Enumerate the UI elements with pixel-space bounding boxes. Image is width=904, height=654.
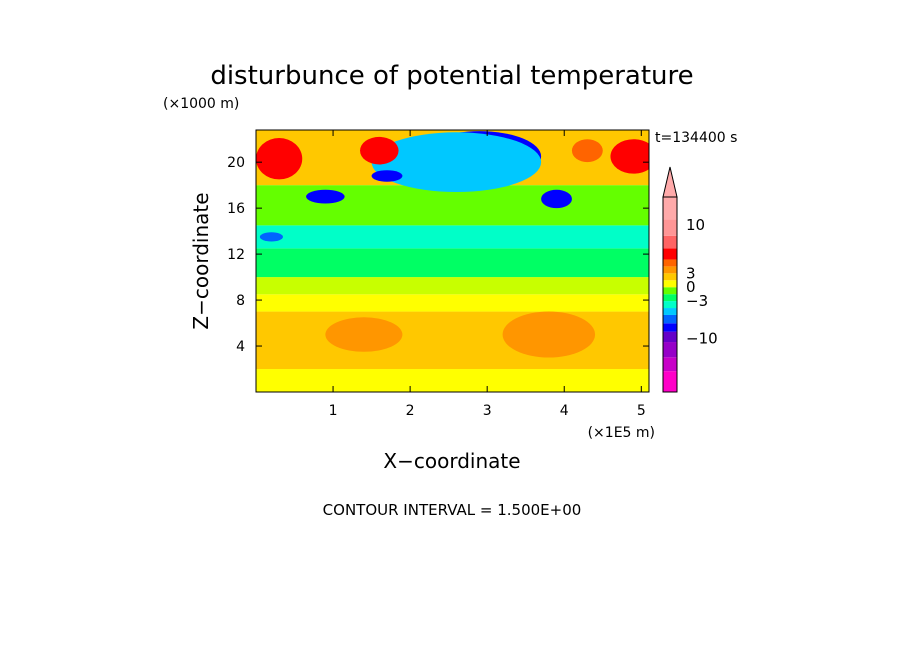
time-label: t=134400 s: [655, 130, 737, 146]
contour-field: [256, 130, 649, 392]
colorbar-extend-arrow: [662, 166, 678, 198]
colorbar-tick-label: 10: [686, 216, 705, 234]
y-axis-ticks: 4 8 12 16 20: [227, 155, 649, 355]
colorbar-swatch: [663, 301, 677, 309]
colorbar-swatch: [663, 287, 677, 295]
y-tick-label: 12: [227, 247, 245, 263]
contour-band: [256, 277, 649, 295]
colorbar-swatch: [663, 331, 677, 343]
contour-region: [371, 170, 403, 182]
x-tick-label: 5: [637, 403, 646, 419]
colorbar-swatch: [663, 219, 677, 236]
colorbar-swatch: [663, 273, 677, 281]
colorbar-swatch: [663, 294, 677, 302]
y-tick-label: 20: [227, 155, 245, 171]
contour-region: [360, 136, 399, 165]
colorbar-swatch: [663, 323, 677, 332]
x-unit-label: (×1E5 m): [588, 425, 655, 441]
contour-band: [256, 369, 649, 392]
colorbar: 10 30−3 −10: [662, 166, 718, 393]
x-axis-label: X−coordinate: [383, 449, 520, 473]
contour-region: [371, 132, 542, 193]
colorbar-swatch: [663, 235, 677, 249]
colorbar-swatch: [663, 342, 677, 358]
contour-band: [256, 294, 649, 312]
y-tick-label: 8: [236, 293, 245, 309]
contour-region: [610, 139, 649, 174]
colorbar-tick-label: −3: [686, 292, 708, 310]
colorbar-tick-label: 3: [686, 264, 696, 282]
contour-interval-label: CONTOUR INTERVAL = 1.500E+00: [323, 501, 582, 519]
contour-region: [571, 139, 603, 163]
x-tick-label: 2: [406, 403, 415, 419]
x-tick-label: 1: [329, 403, 338, 419]
contour-region: [502, 311, 596, 358]
colorbar-swatch: [663, 371, 677, 392]
chart-title: disturbunce of potential temperature: [210, 61, 693, 91]
contour-region: [306, 189, 345, 204]
colorbar-tick-label: 0: [686, 278, 696, 296]
x-tick-label: 4: [560, 403, 569, 419]
colorbar-tick-label: −10: [686, 330, 718, 348]
colorbar-swatch: [663, 314, 677, 324]
plot-frame: [255, 129, 650, 393]
colorbar-swatch: [663, 266, 677, 274]
x-tick-label: 3: [483, 403, 492, 419]
contour-region: [256, 138, 303, 180]
colorbar-swatch: [663, 280, 677, 288]
contour-region: [325, 317, 403, 352]
colorbar-swatch: [663, 308, 677, 315]
colorbar-swatch: [663, 259, 677, 267]
contour-band: [256, 225, 649, 249]
colorbar-swatch: [663, 357, 677, 372]
x-axis-ticks: 1 2 3 4 5: [329, 130, 646, 419]
y-tick-label: 4: [236, 339, 245, 355]
colorbar-swatch: [663, 197, 677, 220]
y-unit-label: (×1000 m): [163, 96, 239, 112]
y-axis-label: Z−coordinate: [189, 192, 213, 329]
contour-region: [259, 232, 283, 242]
y-tick-label: 16: [227, 201, 245, 217]
contour-band: [256, 248, 649, 278]
colorbar-swatch: [663, 248, 677, 260]
contour-region: [541, 189, 572, 209]
